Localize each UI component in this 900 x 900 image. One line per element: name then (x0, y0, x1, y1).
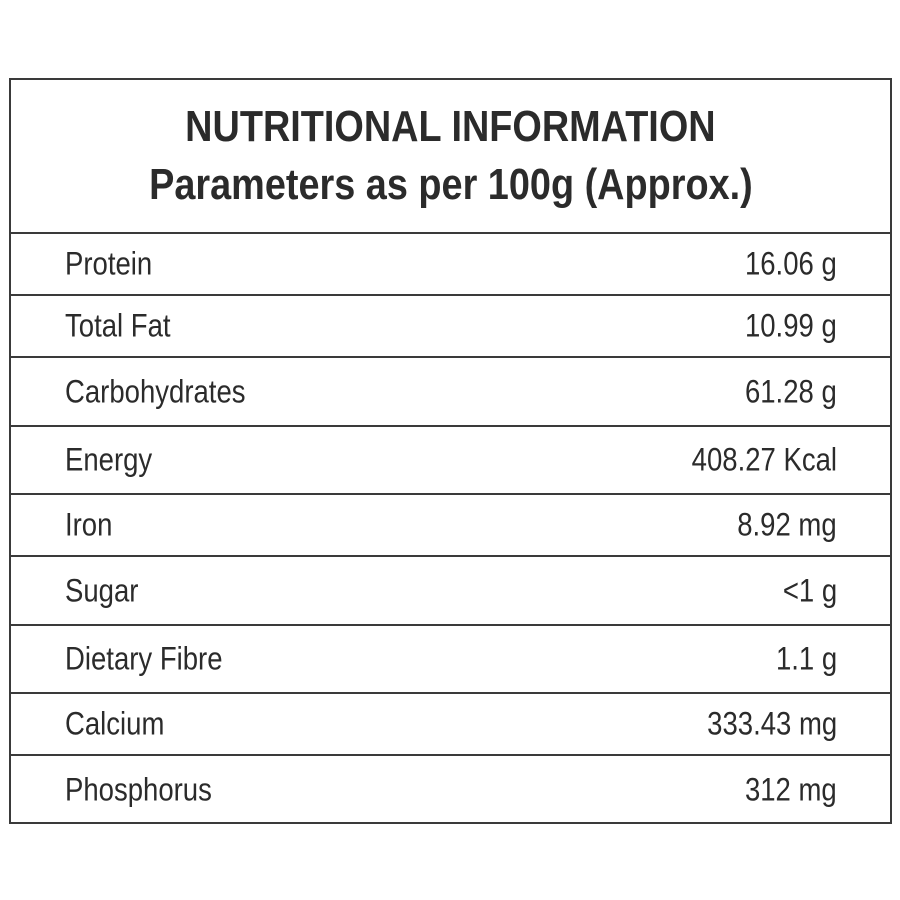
table-row: Phosphorus 312 mg (11, 756, 890, 824)
row-value: 16.06 g (745, 245, 837, 282)
table-row: Energy 408.27 Kcal (11, 427, 890, 495)
row-label: Dietary Fibre (65, 640, 223, 677)
row-value: 10.99 g (745, 307, 837, 344)
row-value: <1 g (782, 572, 837, 608)
table-header: NUTRITIONAL INFORMATION Parameters as pe… (11, 80, 890, 234)
row-label: Iron (65, 506, 113, 543)
row-value: 408.27 Kcal (691, 441, 837, 478)
table-title: NUTRITIONAL INFORMATION (185, 102, 716, 151)
table-row: Sugar <1 g (11, 557, 890, 626)
table-row: Protein 16.06 g (11, 234, 890, 296)
table-row: Calcium 333.43 mg (11, 694, 890, 756)
row-label: Phosphorus (65, 771, 212, 808)
table-row: Total Fat 10.99 g (11, 296, 890, 358)
row-label: Carbohydrates (65, 373, 246, 409)
row-label: Protein (65, 245, 153, 282)
row-value: 1.1 g (775, 640, 837, 677)
row-label: Calcium (65, 705, 165, 742)
table-row: Dietary Fibre 1.1 g (11, 626, 890, 694)
nutrition-table: NUTRITIONAL INFORMATION Parameters as pe… (9, 78, 892, 824)
row-value: 333.43 mg (706, 705, 837, 742)
table-row: Iron 8.92 mg (11, 495, 890, 557)
row-label: Energy (65, 441, 153, 478)
table-row: Carbohydrates 61.28 g (11, 358, 890, 427)
row-value: 8.92 mg (737, 506, 837, 543)
row-label: Total Fat (65, 307, 171, 344)
table-subtitle: Parameters as per 100g (Approx.) (148, 160, 753, 209)
row-value: 61.28 g (745, 373, 837, 409)
row-label: Sugar (65, 572, 139, 608)
row-value: 312 mg (745, 771, 837, 808)
